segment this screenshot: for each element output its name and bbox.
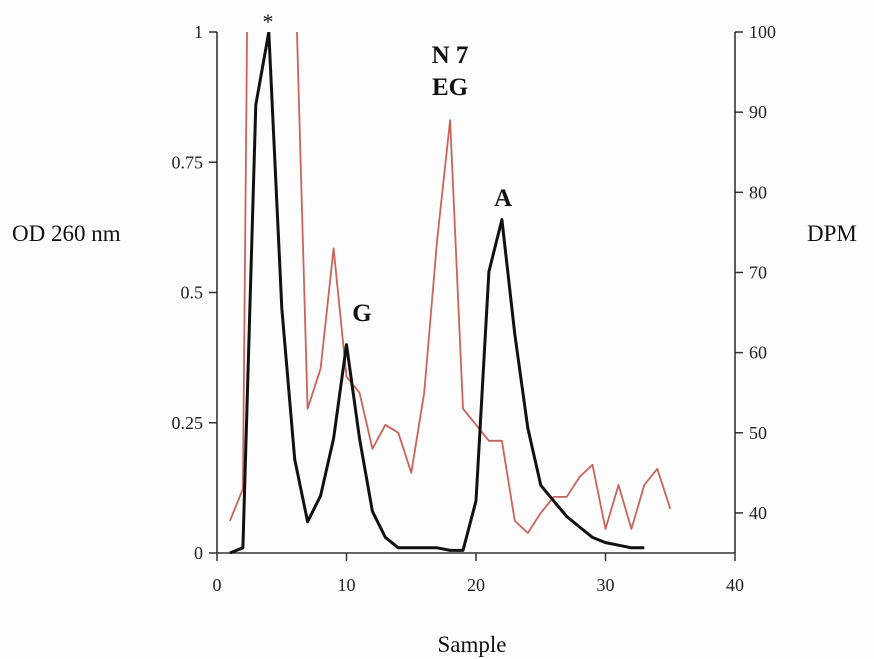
x-tick-label: 10	[338, 575, 356, 595]
left-y-tick-label: 0	[194, 543, 203, 563]
left-y-axis-ticks: 0 0.25 0.5 0.75 1	[172, 22, 217, 563]
peak-annotation-eg: EG	[432, 74, 468, 101]
right-y-axis-ticks: 40 50 60 70 80 90 100	[735, 22, 776, 523]
right-y-tick-label: 70	[749, 262, 767, 282]
right-y-tick-label: 90	[749, 102, 767, 122]
right-axis-title: DPM	[807, 221, 857, 246]
left-y-tick-label: 0.25	[172, 413, 204, 433]
x-tick-label: 0	[213, 575, 222, 595]
right-y-tick-label: 80	[749, 182, 767, 202]
peak-annotation-star: *	[263, 9, 274, 34]
series-layer	[229, 32, 672, 554]
peak-annotation-g: G	[352, 300, 371, 327]
dpm-series-line	[229, 32, 672, 534]
right-y-tick-label: 50	[749, 423, 767, 443]
right-y-tick-label: 100	[749, 22, 776, 42]
right-y-tick-label: 60	[749, 343, 767, 363]
left-y-tick-label: 0.5	[181, 283, 204, 303]
peak-annotation-a: A	[494, 185, 512, 212]
right-y-tick-label: 40	[749, 503, 767, 523]
x-tick-label: 40	[726, 575, 744, 595]
x-axis-title: Sample	[438, 632, 507, 657]
od260-series-line	[229, 32, 645, 554]
peak-annotation-n7: N 7	[432, 42, 469, 69]
x-tick-label: 30	[597, 575, 615, 595]
left-y-tick-label: 0.75	[172, 152, 204, 172]
left-axis-title: OD 260 nm	[12, 221, 121, 246]
x-axis-ticks: 0 10 20 30 40	[213, 553, 744, 595]
x-tick-label: 20	[467, 575, 485, 595]
left-y-tick-label: 1	[194, 22, 203, 42]
